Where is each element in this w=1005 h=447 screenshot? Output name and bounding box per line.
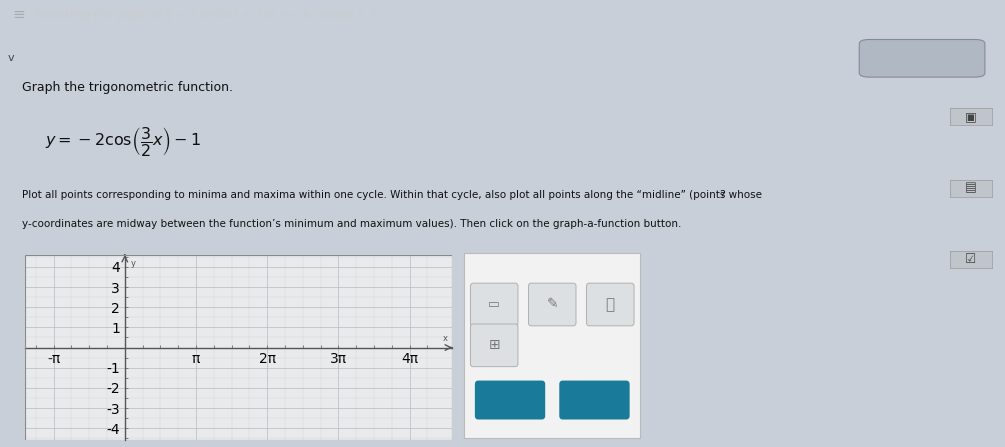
Text: ✕: ✕ — [504, 391, 517, 409]
Text: v: v — [8, 53, 15, 63]
Text: Plot all points corresponding to minima and maxima within one cycle. Within that: Plot all points corresponding to minima … — [22, 190, 762, 200]
Text: Español: Español — [902, 53, 941, 63]
Text: Graph the trigonometric function.: Graph the trigonometric function. — [22, 81, 233, 94]
Text: ▭: ▭ — [488, 298, 500, 311]
Text: x: x — [442, 334, 447, 343]
Text: ⌒: ⌒ — [606, 297, 615, 312]
Text: $y=-2\cos\!\left(\dfrac{3}{2}x\right)-1$: $y=-2\cos\!\left(\dfrac{3}{2}x\right)-1$ — [45, 125, 201, 158]
FancyBboxPatch shape — [529, 283, 576, 326]
Text: Sketching the graph of y = a sin(bx) + d or y = a cos(bx) + d: Sketching the graph of y = a sin(bx) + d… — [35, 9, 378, 20]
FancyBboxPatch shape — [859, 39, 985, 77]
Text: ☑: ☑ — [965, 253, 977, 266]
FancyBboxPatch shape — [475, 380, 546, 419]
FancyBboxPatch shape — [587, 283, 634, 326]
FancyBboxPatch shape — [470, 283, 518, 326]
Text: ⊞: ⊞ — [488, 338, 500, 352]
Text: y: y — [131, 259, 136, 268]
Text: ✎: ✎ — [547, 298, 558, 312]
Text: ↺: ↺ — [588, 391, 601, 409]
FancyBboxPatch shape — [559, 380, 629, 419]
Text: y-coordinates are midway between the function’s minimum and maximum values). The: y-coordinates are midway between the fun… — [22, 219, 681, 229]
Text: ▣: ▣ — [965, 110, 977, 123]
FancyBboxPatch shape — [470, 324, 518, 367]
Text: ▤: ▤ — [965, 181, 977, 195]
Text: ?: ? — [720, 190, 726, 200]
Text: ≡: ≡ — [12, 7, 25, 22]
